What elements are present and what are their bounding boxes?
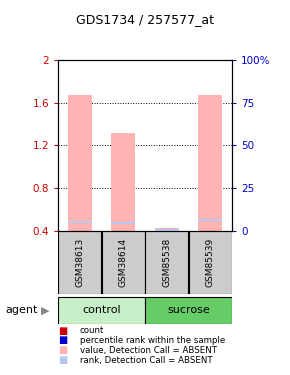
Text: GSM85538: GSM85538 bbox=[162, 238, 171, 287]
Bar bbox=[111, 222, 135, 224]
FancyBboxPatch shape bbox=[145, 231, 188, 294]
FancyBboxPatch shape bbox=[58, 297, 145, 324]
FancyBboxPatch shape bbox=[189, 231, 232, 294]
Bar bbox=[198, 219, 222, 221]
Text: ■: ■ bbox=[58, 326, 67, 336]
Text: GDS1734 / 257577_at: GDS1734 / 257577_at bbox=[76, 13, 214, 26]
Text: sucrose: sucrose bbox=[167, 305, 210, 315]
Bar bbox=[155, 229, 179, 231]
Text: count: count bbox=[80, 326, 104, 335]
Text: percentile rank within the sample: percentile rank within the sample bbox=[80, 336, 225, 345]
Text: ■: ■ bbox=[58, 336, 67, 345]
Text: ■: ■ bbox=[58, 345, 67, 355]
Bar bbox=[111, 132, 135, 231]
Text: GSM85539: GSM85539 bbox=[206, 238, 215, 287]
Text: GSM38613: GSM38613 bbox=[75, 238, 84, 287]
Text: ▶: ▶ bbox=[41, 305, 49, 315]
FancyBboxPatch shape bbox=[102, 231, 145, 294]
Text: control: control bbox=[82, 305, 121, 315]
Bar bbox=[68, 221, 92, 223]
Text: ■: ■ bbox=[58, 355, 67, 365]
FancyBboxPatch shape bbox=[58, 231, 101, 294]
Bar bbox=[68, 95, 92, 231]
Text: value, Detection Call = ABSENT: value, Detection Call = ABSENT bbox=[80, 346, 217, 355]
Text: rank, Detection Call = ABSENT: rank, Detection Call = ABSENT bbox=[80, 356, 212, 364]
FancyBboxPatch shape bbox=[145, 297, 232, 324]
Text: GSM38614: GSM38614 bbox=[119, 238, 128, 287]
Bar bbox=[155, 228, 179, 231]
Text: agent: agent bbox=[6, 305, 38, 315]
Bar bbox=[198, 95, 222, 231]
